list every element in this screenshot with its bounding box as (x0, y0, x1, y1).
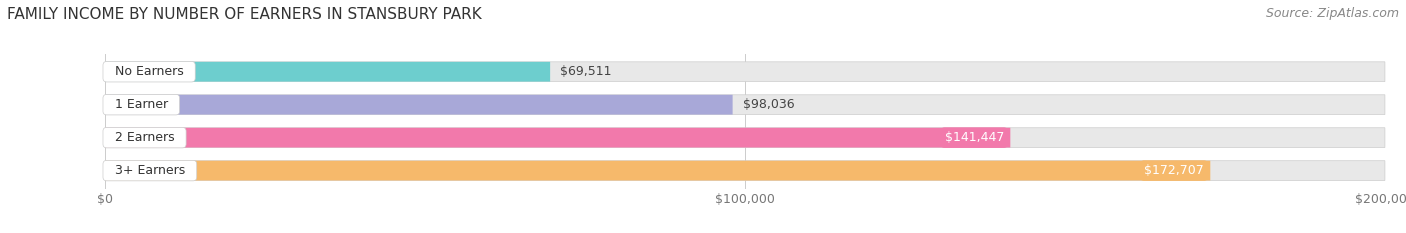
Text: 1 Earner: 1 Earner (107, 98, 176, 111)
FancyBboxPatch shape (105, 161, 1211, 181)
Text: No Earners: No Earners (107, 65, 191, 78)
Text: $141,447: $141,447 (945, 131, 1004, 144)
Text: FAMILY INCOME BY NUMBER OF EARNERS IN STANSBURY PARK: FAMILY INCOME BY NUMBER OF EARNERS IN ST… (7, 7, 482, 22)
Text: 3+ Earners: 3+ Earners (107, 164, 193, 177)
FancyBboxPatch shape (105, 95, 1385, 115)
Text: 2 Earners: 2 Earners (107, 131, 183, 144)
FancyBboxPatch shape (105, 128, 1385, 147)
FancyBboxPatch shape (105, 62, 1385, 82)
FancyBboxPatch shape (105, 95, 733, 115)
Text: Source: ZipAtlas.com: Source: ZipAtlas.com (1265, 7, 1399, 20)
Text: $172,707: $172,707 (1144, 164, 1204, 177)
FancyBboxPatch shape (105, 161, 1385, 181)
Text: $69,511: $69,511 (561, 65, 612, 78)
FancyBboxPatch shape (105, 62, 550, 82)
FancyBboxPatch shape (105, 128, 1011, 147)
Text: $98,036: $98,036 (742, 98, 794, 111)
